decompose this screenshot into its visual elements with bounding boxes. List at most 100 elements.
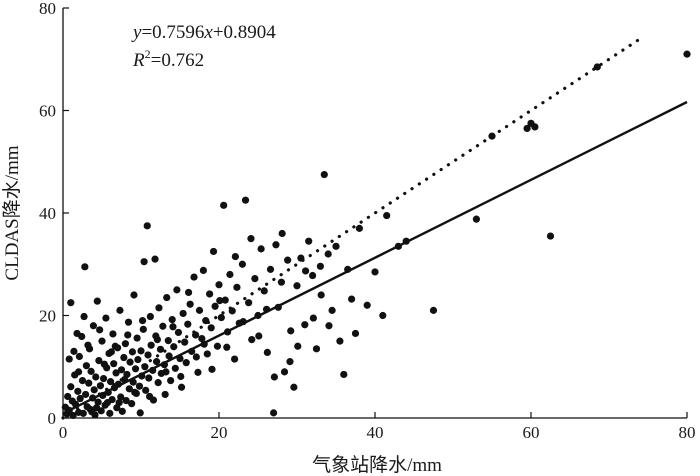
data-point bbox=[351, 329, 360, 338]
equation-y-symbol: y bbox=[131, 22, 142, 43]
data-point bbox=[144, 351, 152, 359]
data-point bbox=[272, 241, 280, 249]
data-point bbox=[89, 322, 98, 330]
data-point bbox=[241, 196, 250, 204]
data-point bbox=[186, 300, 194, 308]
data-point bbox=[523, 124, 531, 133]
data-point bbox=[284, 256, 292, 264]
x-axis-title: 气象站降水/mm bbox=[312, 454, 442, 476]
data-point bbox=[147, 341, 155, 349]
data-point bbox=[139, 325, 147, 333]
data-point bbox=[74, 387, 82, 395]
data-point bbox=[131, 388, 139, 396]
data-point bbox=[142, 386, 150, 394]
x-tick-label: 60 bbox=[523, 423, 540, 442]
r-squared-value: =0.762 bbox=[151, 50, 204, 71]
data-point bbox=[379, 311, 387, 320]
data-point bbox=[134, 355, 142, 364]
equation-intercept: +0.8904 bbox=[213, 22, 276, 43]
data-point bbox=[278, 229, 286, 238]
data-point bbox=[145, 392, 154, 401]
data-point bbox=[124, 331, 132, 339]
data-point bbox=[98, 337, 106, 345]
data-point bbox=[107, 348, 115, 356]
data-point bbox=[153, 358, 161, 366]
data-point bbox=[94, 398, 102, 406]
data-point bbox=[85, 379, 93, 387]
data-point bbox=[266, 265, 275, 273]
data-point bbox=[151, 255, 159, 263]
data-point bbox=[102, 314, 110, 322]
data-point bbox=[203, 350, 211, 358]
data-point bbox=[146, 312, 154, 321]
data-point bbox=[429, 306, 438, 314]
data-point bbox=[92, 404, 101, 412]
data-point bbox=[117, 393, 125, 401]
data-point bbox=[209, 247, 218, 256]
data-point bbox=[169, 323, 177, 331]
data-point bbox=[167, 376, 175, 385]
data-point bbox=[220, 201, 228, 209]
data-point bbox=[683, 50, 691, 58]
data-point bbox=[121, 340, 129, 348]
data-point bbox=[316, 262, 324, 270]
data-point bbox=[328, 306, 336, 314]
data-point bbox=[96, 326, 104, 334]
data-point bbox=[90, 386, 98, 394]
data-point bbox=[65, 355, 73, 363]
data-point bbox=[546, 232, 555, 240]
data-point bbox=[126, 358, 134, 366]
data-point bbox=[215, 281, 223, 289]
data-point bbox=[120, 353, 128, 362]
data-point bbox=[247, 235, 255, 243]
data-point bbox=[226, 270, 234, 279]
data-point bbox=[263, 348, 271, 356]
data-point bbox=[112, 369, 120, 377]
data-point bbox=[153, 335, 161, 344]
data-point bbox=[162, 368, 170, 376]
data-point bbox=[251, 275, 259, 283]
data-point bbox=[133, 334, 141, 342]
data-point bbox=[245, 299, 253, 307]
data-point bbox=[260, 287, 268, 295]
data-point bbox=[593, 63, 601, 71]
data-point bbox=[115, 399, 123, 407]
data-point bbox=[106, 409, 114, 417]
data-point bbox=[211, 302, 219, 310]
data-point bbox=[348, 295, 356, 303]
data-point bbox=[154, 379, 162, 387]
data-point bbox=[118, 407, 126, 415]
data-point bbox=[363, 301, 371, 309]
ticks: 0 20 40 60 80 0 20 40 60 80 bbox=[39, 0, 696, 442]
y-tick-label: 0 bbox=[48, 409, 57, 428]
y-tick-label: 60 bbox=[39, 102, 56, 121]
data-point bbox=[155, 304, 163, 312]
data-point bbox=[109, 330, 117, 338]
data-point bbox=[221, 296, 229, 304]
data-point bbox=[324, 250, 332, 258]
data-point bbox=[199, 266, 207, 274]
y-axis-title: CLDAS降水/mm bbox=[1, 145, 23, 280]
data-point bbox=[136, 409, 144, 417]
data-point bbox=[270, 409, 278, 417]
data-point bbox=[173, 286, 181, 294]
data-point bbox=[124, 318, 133, 326]
data-point bbox=[75, 368, 83, 376]
data-point bbox=[99, 374, 108, 383]
data-point bbox=[293, 282, 301, 290]
data-point bbox=[164, 337, 172, 345]
data-point bbox=[231, 355, 239, 363]
data-point bbox=[301, 321, 309, 329]
data-point bbox=[168, 316, 176, 324]
data-point bbox=[70, 347, 78, 355]
data-point bbox=[208, 365, 216, 373]
data-point bbox=[93, 297, 101, 305]
data-point bbox=[223, 343, 231, 351]
data-point bbox=[88, 408, 96, 416]
data-point bbox=[78, 376, 87, 385]
data-point bbox=[190, 273, 198, 281]
y-tick-label: 40 bbox=[39, 204, 56, 223]
data-point bbox=[270, 373, 278, 381]
data-point bbox=[231, 252, 239, 261]
identity-line bbox=[61, 34, 646, 420]
